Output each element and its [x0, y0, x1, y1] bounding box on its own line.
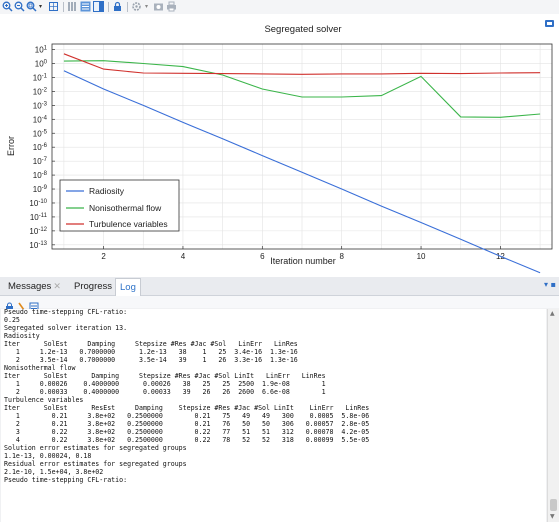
log-line: 3 0.22 3.8e+02 0.2500000 0.22 77 51 51 3…	[4, 428, 370, 436]
log-text-area[interactable]: Pseudo time-stepping CFL-ratio: 0.25 Segre…	[1, 309, 546, 522]
dropdown-icon[interactable]: ▾	[144, 3, 148, 10]
log-line: Residual error estimates for segregated …	[4, 460, 187, 468]
tab-label: Messages	[8, 281, 52, 292]
y-tick-label: 10-6	[33, 143, 48, 152]
y-tick-label: 10-7	[33, 157, 48, 166]
legend: Radiosity Nonisothermal flow Turbulence …	[59, 179, 180, 232]
log-line: 2 0.00033 0.4000000 0.00033 39 26 26 260…	[4, 388, 326, 396]
log-line: 2 3.5e-14 0.7000000 3.5e-14 39 1 26 3.3e…	[4, 356, 298, 364]
tab-messages[interactable]: Messages ✕	[4, 278, 65, 295]
scrollbar-thumb[interactable]	[550, 499, 557, 511]
lock-icon[interactable]	[5, 297, 14, 316]
series-line-nonisothermal-flow	[63, 60, 541, 118]
zoom-out-icon[interactable]	[14, 1, 25, 12]
series-line-radiosity	[63, 70, 541, 274]
plot-toolbar: ▾ ▾	[0, 0, 559, 14]
scroll-down-icon[interactable]: ▼	[550, 513, 555, 520]
dropdown-icon[interactable]: ▾	[38, 3, 42, 10]
y-tick-label: 10-1	[33, 73, 48, 82]
scroll-up-icon[interactable]: ▲	[550, 310, 555, 317]
log-line: Radiosity	[4, 332, 40, 340]
log-line: Iter SolEst Damping Stepsize #Res #Jac #…	[4, 372, 326, 380]
toolbar-separator	[63, 2, 64, 12]
chart-title: Segregated solver	[264, 24, 341, 35]
zoom-box-icon[interactable]	[26, 1, 37, 12]
graph-icon[interactable]	[80, 1, 91, 12]
x-axis-label: Iteration number	[270, 256, 336, 266]
log-line: Turbulence variables	[4, 396, 84, 404]
log-scrollbar[interactable]: ▲ ▼	[547, 309, 559, 522]
convergence-plot[interactable]: Segregated solver 2 4 6 8 10 1210110010-110-2…	[0, 14, 559, 277]
log-line: 1 0.00026 0.4000000 0.00026 38 25 25 250…	[4, 380, 326, 388]
series-line-turbulence-variables	[63, 53, 541, 75]
y-tick-label: 10-4	[33, 115, 48, 124]
lock-icon[interactable]	[112, 1, 123, 12]
y-tick-label: 10-13	[29, 241, 47, 250]
log-line: Pseudo time-stepping CFL-ratio:	[4, 309, 128, 316]
tab-label: Progress	[74, 281, 113, 292]
y-tick-label: 10-8	[33, 171, 48, 180]
y-tick-label: 10-3	[33, 101, 48, 110]
table-icon[interactable]	[67, 1, 78, 12]
log-line: 1.1e-13, 0.00024, 0.18	[4, 452, 92, 460]
log-line: 2 0.21 3.8e+02 0.2500000 0.21 76 50 50 3…	[4, 420, 370, 428]
y-axis-label: Error	[6, 136, 16, 156]
image-snapshot-icon[interactable]	[153, 1, 164, 12]
legend-label-turbulence: Turbulence variables	[89, 219, 168, 229]
layout-icon[interactable]	[93, 1, 104, 12]
log-line: 1 0.21 3.8e+02 0.2500000 0.21 75 49 49 3…	[4, 412, 370, 420]
panel-menu-icon[interactable]: ▾ ▪	[544, 280, 556, 289]
close-icon[interactable]: ✕	[53, 281, 61, 291]
y-tick-label: 10-11	[30, 213, 48, 222]
output-panel: Messages ✕ Progress Log ▾ ▪ Pseudo time-s…	[0, 277, 559, 522]
y-tick-label: 10-9	[33, 185, 48, 194]
log-line: 1 1.2e-13 0.7000000 1.2e-13 38 1 25 3.4e…	[4, 348, 298, 356]
tab-bar: Messages ✕ Progress Log ▾ ▪	[0, 277, 559, 296]
log-line: Segregated solver iteration 13.	[4, 324, 128, 332]
x-tick-label: 2	[101, 252, 106, 261]
y-tick-label: 10-5	[33, 129, 48, 138]
legend-label-radiosity: Radiosity	[89, 186, 125, 196]
log-line: Pseudo time-stepping CFL-ratio:	[4, 476, 128, 484]
log-line: Iter SolEst ResEst Damping Stepsize #Res…	[4, 404, 370, 412]
log-line: 4 0.22 3.8e+02 0.2500000 0.22 78 52 52 3…	[4, 436, 370, 444]
zoom-extents-icon[interactable]	[48, 1, 59, 12]
y-tick-label: 10-10	[29, 199, 47, 208]
log-line: Nonisothermal flow	[4, 364, 76, 372]
log-toolbar	[0, 296, 559, 312]
tab-progress[interactable]: Progress	[70, 278, 116, 295]
log-line: 0.25	[4, 316, 20, 324]
tab-label: Log	[120, 282, 136, 293]
y-tick-label: 10-2	[33, 87, 48, 96]
toolbar-separator	[108, 2, 109, 12]
settings-icon[interactable]	[131, 1, 142, 12]
x-tick-label: 10	[417, 252, 426, 261]
plot-settings-icon[interactable]	[545, 20, 554, 27]
print-icon[interactable]	[166, 1, 177, 12]
log-line: Solution error estimates for segregated …	[4, 444, 187, 452]
x-tick-label: 4	[181, 252, 186, 261]
plot-panel: Segregated solver 2 4 6 8 10 12 101 100 10-1 10-2…	[0, 14, 559, 277]
x-tick-label: 8	[339, 252, 344, 261]
y-tick-label: 10-12	[29, 227, 47, 236]
log-line: 2.1e-10, 1.5e+04, 3.8e+02	[4, 468, 104, 476]
y-tick-label: 101	[35, 46, 48, 55]
y-tick-label: 100	[35, 60, 48, 69]
tab-log[interactable]: Log	[115, 278, 141, 296]
legend-label-nonisothermal: Nonisothermal flow	[89, 203, 162, 213]
plot-area	[51, 43, 553, 250]
toolbar-separator	[127, 2, 128, 12]
log-line: Iter SolEst Damping Stepsize #Res #Jac #…	[4, 340, 298, 348]
x-tick-label: 6	[260, 252, 265, 261]
zoom-in-icon[interactable]	[2, 1, 13, 12]
